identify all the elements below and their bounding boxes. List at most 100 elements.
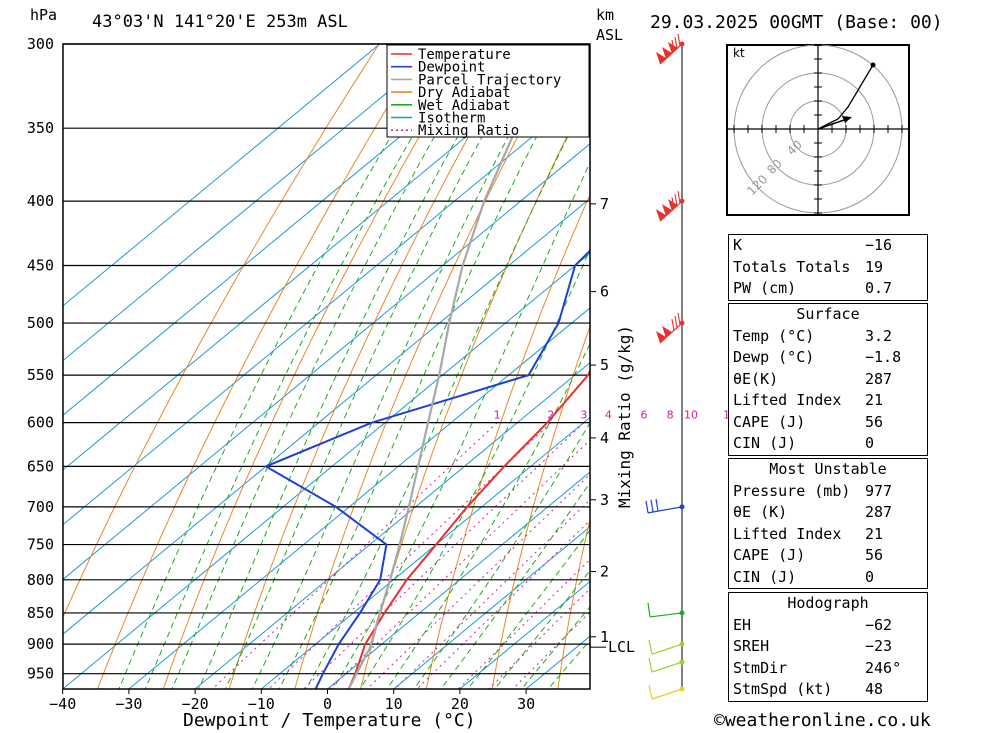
pressure-tick-label: 500 (27, 314, 54, 332)
temperature-profile-line (347, 368, 590, 689)
wind-barb (648, 640, 685, 655)
stat-label: Temp (°C) (733, 326, 815, 345)
stat-label: StmSpd (kt) (733, 680, 833, 698)
stat-row: PW (cm) 0.7 (729, 278, 927, 300)
mixing-ratio-line (487, 587, 590, 689)
stat-value: 287 (865, 369, 893, 388)
stat-label: StmDir (733, 658, 788, 677)
isotherm-line (63, 44, 381, 307)
x-tick-label: 20 (451, 695, 469, 713)
copyright-footer: ©weatheronline.co.uk (714, 710, 931, 731)
wind-barb (647, 602, 685, 618)
isotherm-line (260, 416, 590, 689)
stat-row: θE(K) 287 (729, 369, 927, 391)
indices-table: K −16 Totals Totals 19 PW (cm) 0.7 (728, 234, 928, 301)
stat-row: Pressure (mb) 977 (729, 481, 927, 503)
stat-label: PW (cm) (733, 279, 797, 297)
x-tick-label: −10 (248, 695, 275, 713)
pressure-tick-label: 900 (27, 635, 54, 653)
stat-label: Pressure (mb) (733, 481, 851, 500)
stat-value: 0.7 (865, 279, 893, 297)
stat-row: CIN (J) 0 (729, 567, 927, 589)
lcl-label: LCL (608, 638, 635, 656)
stat-value: 0 (865, 434, 875, 452)
stat-row: θE (K) 287 (729, 502, 927, 524)
pressure-tick-label: 400 (27, 192, 54, 210)
stat-row: EH −62 (729, 615, 927, 637)
isotherm-line (194, 361, 590, 689)
wet-adiabat-line (520, 606, 590, 689)
mixing-ratio-label: 6 (640, 409, 647, 422)
stat-value: 0 (865, 567, 875, 586)
mixing-ratio-label: 4 (605, 409, 612, 422)
isotherm-line (63, 44, 580, 471)
stat-row: CIN (J) 0 (729, 433, 927, 455)
mixing-ratio-axis-title: Mixing Ratio (g/kg) (615, 324, 634, 508)
pressure-tick-label: 800 (27, 571, 54, 589)
pressure-tick-label: 700 (27, 498, 54, 516)
pressure-unit-label: hPa (30, 6, 58, 24)
legend-entry-label: Parcel Trajectory (418, 72, 561, 88)
stat-value: −1.8 (865, 348, 902, 366)
stat-label: CIN (J) (733, 567, 797, 586)
stat-value: 21 (865, 524, 884, 543)
wet-adiabat-line (332, 161, 590, 689)
stat-value: −16 (865, 236, 893, 254)
pressure-tick-label: 750 (27, 536, 54, 554)
legend-entry-label: Dry Adiabat (418, 85, 511, 101)
mixing-ratio-label: 10 (684, 409, 698, 422)
surface-title: Surface (796, 305, 860, 323)
stat-label: θE(K) (733, 369, 779, 388)
isotherm-line (63, 88, 590, 526)
stat-label: EH (733, 615, 752, 634)
x-tick-label: −40 (49, 695, 76, 713)
stat-label: Dewp (°C) (733, 348, 815, 366)
wind-barb (648, 684, 685, 700)
location-title: 43°03'N 141°20'E 253m ASL (92, 12, 348, 32)
stat-value: 48 (865, 680, 884, 698)
stat-label: K (733, 236, 743, 254)
dewpoint-profile-line (263, 249, 590, 689)
mixing-ratio-line (457, 558, 590, 689)
hodograph-unit-label: kt (733, 46, 745, 60)
dry-adiabat-line (557, 517, 590, 689)
stat-row: Totals Totals 19 (729, 257, 927, 279)
stat-value: −23 (865, 637, 893, 655)
stat-label: CIN (J) (733, 434, 797, 452)
legend-entry-label: Wet Adiabat (418, 98, 511, 114)
km-tick-label: 3 (600, 491, 609, 509)
surface-table: Surface Temp (°C) 3.2 Dewp (°C) −1.8 θE(K) 28… (728, 303, 928, 456)
stat-value: 246° (865, 658, 902, 677)
pressure-tick-label: 450 (27, 256, 54, 274)
x-tick-label: 10 (385, 695, 403, 713)
pressure-tick-label: 550 (27, 366, 54, 384)
mixing-ratio-line (211, 422, 498, 689)
pressure-tick-label: 950 (27, 665, 54, 683)
stat-row: Lifted Index 21 (729, 390, 927, 412)
wet-adiabat-line (359, 248, 590, 689)
legend-box (386, 44, 590, 138)
most-unstable-table: Most Unstable Pressure (mb) 977 θE (K) 287 L… (728, 458, 928, 589)
wind-barb (656, 33, 685, 65)
parcel-trajectory-line (347, 44, 560, 689)
pressure-tick-label: 300 (27, 35, 54, 53)
km-tick-label: 7 (600, 195, 609, 213)
stat-label: SREH (733, 637, 770, 655)
pressure-tick-label: 650 (27, 457, 54, 475)
stat-row: CAPE (J) 56 (729, 412, 927, 434)
isotherm-line (392, 526, 590, 689)
stat-label: Lifted Index (733, 391, 842, 409)
wind-barb (656, 312, 685, 344)
hodograph-endpoint (870, 62, 876, 68)
stat-value: 56 (865, 412, 884, 431)
stat-row: SREH −23 (729, 636, 927, 658)
height-unit-label: km (596, 6, 615, 24)
pressure-tick-label: 600 (27, 414, 54, 432)
legend-entry-label: Mixing Ratio (418, 123, 519, 139)
legend-entry-label: Temperature (418, 47, 511, 63)
wind-barb (645, 498, 685, 514)
x-tick-label: 0 (323, 695, 332, 713)
legend-entry-label: Dewpoint (418, 60, 485, 76)
mixing-ratio-line (511, 611, 590, 689)
